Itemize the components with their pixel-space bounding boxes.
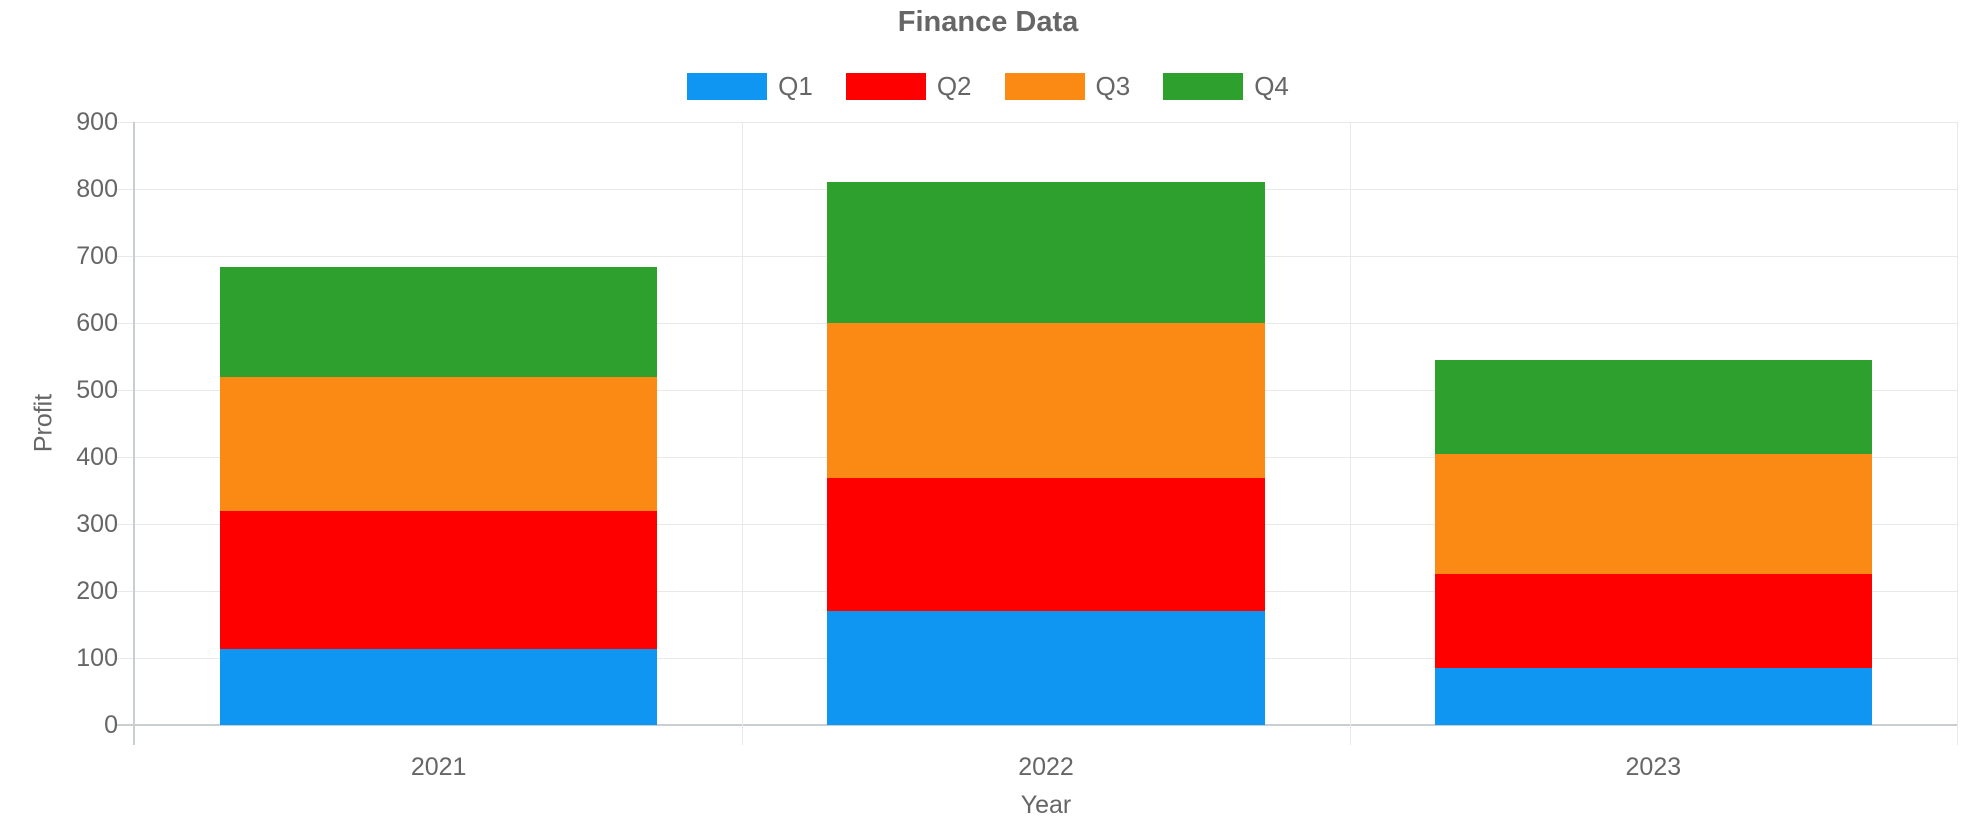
bar-segment-2021-q1[interactable] [220, 649, 658, 725]
legend-label: Q3 [1095, 71, 1131, 101]
y-tick-label: 700 [76, 242, 118, 270]
legend-label: Q4 [1254, 71, 1289, 101]
bar-segment-2022-q3[interactable] [827, 323, 1265, 479]
y-tick-label: 500 [76, 376, 118, 404]
bar-segment-2023-q4[interactable] [1434, 359, 1872, 454]
bar-segment-2023-q2[interactable] [1434, 574, 1872, 669]
bar-segment-2022-q1[interactable] [827, 611, 1265, 725]
v-gridline [1957, 122, 1958, 745]
v-gridline [1349, 122, 1351, 745]
bar-segment-2023-q3[interactable] [1434, 453, 1872, 575]
legend-swatch-icon [687, 73, 768, 100]
y-tick-label: 800 [76, 175, 118, 203]
bar-segment-2021-q3[interactable] [220, 376, 658, 511]
legend-label: Q1 [778, 71, 813, 101]
legend-swatch-icon [1163, 73, 1244, 100]
x-axis-line [115, 724, 1957, 726]
legend: Q1 Q2 Q3 Q4 [0, 73, 1976, 100]
legend-item-q2[interactable]: Q2 [845, 71, 972, 101]
bar-segment-2022-q4[interactable] [827, 182, 1265, 323]
bar-segment-2021-q2[interactable] [220, 510, 658, 650]
v-gridline [742, 122, 744, 745]
legend-swatch-icon [845, 73, 926, 100]
chart-title: Finance Data [897, 6, 1079, 38]
legend-item-q1[interactable]: Q1 [687, 73, 813, 100]
y-tick-label: 200 [76, 577, 118, 605]
legend-item-q4[interactable]: Q4 [1163, 73, 1289, 100]
y-tick-label: 400 [76, 443, 118, 471]
x-axis-title: Year [1020, 791, 1072, 819]
legend-item-q3[interactable]: Q3 [1004, 71, 1131, 101]
y-tick-label: 0 [104, 711, 118, 739]
legend-label: Q2 [936, 71, 972, 101]
bar-segment-2022-q2[interactable] [827, 478, 1265, 612]
bar-segment-2023-q1[interactable] [1434, 668, 1872, 725]
x-tick-label: 2021 [410, 753, 467, 781]
y-tick-label: 900 [76, 108, 118, 136]
legend-swatch-icon [1004, 73, 1085, 100]
y-axis-title: Profit [29, 393, 58, 453]
bar-segment-2021-q4[interactable] [220, 267, 658, 377]
h-gridline [115, 122, 1957, 123]
x-tick-label: 2023 [1625, 753, 1682, 781]
y-axis-line [133, 122, 135, 745]
y-tick-label: 600 [76, 309, 118, 337]
y-tick-label: 300 [76, 510, 118, 538]
y-tick-label: 100 [76, 644, 118, 672]
x-tick-label: 2022 [1018, 753, 1074, 781]
